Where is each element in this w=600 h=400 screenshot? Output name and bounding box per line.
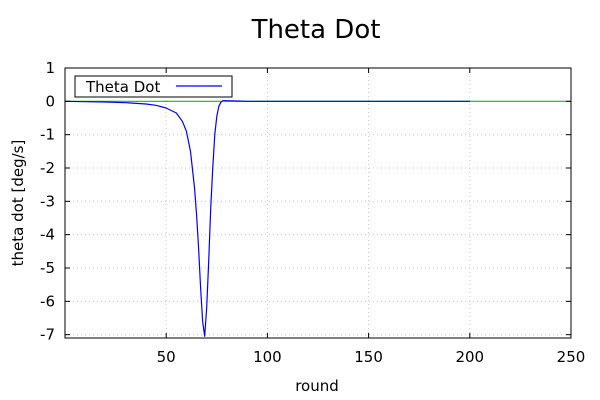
y-tick-label: 1 <box>45 59 55 77</box>
x-tick-label: 150 <box>354 348 383 366</box>
y-tick-label: -1 <box>40 126 55 144</box>
grid <box>65 68 571 338</box>
plot-frame <box>64 67 572 339</box>
series-group <box>64 100 470 337</box>
y-tick-label: -2 <box>40 159 55 177</box>
x-tick-label: 100 <box>253 348 282 366</box>
x-axis-label: round <box>295 377 339 395</box>
y-axis-label: theta dot [deg/s] <box>9 140 27 267</box>
legend-label: Theta Dot <box>85 78 160 96</box>
x-tick-label: 50 <box>157 348 176 366</box>
y-tick-label: -3 <box>40 192 55 210</box>
legend-box <box>74 75 233 98</box>
y-tick-label: 0 <box>45 92 55 110</box>
x-tick-label: 200 <box>455 348 484 366</box>
y-tick-label: -6 <box>40 292 55 310</box>
y-tick-label: -5 <box>40 259 55 277</box>
ticks: 50 100 150 200 250 1 0 -1 -2 -3 -4 -5 -6 -7 <box>40 59 585 366</box>
x-tick-label: 250 <box>557 348 586 366</box>
chart-title: Theta Dot <box>251 15 381 45</box>
legend: Theta Dot <box>74 75 233 98</box>
y-tick-label: -4 <box>40 226 55 244</box>
y-tick-label: -7 <box>40 326 55 344</box>
series-line-theta-dot <box>64 100 470 337</box>
